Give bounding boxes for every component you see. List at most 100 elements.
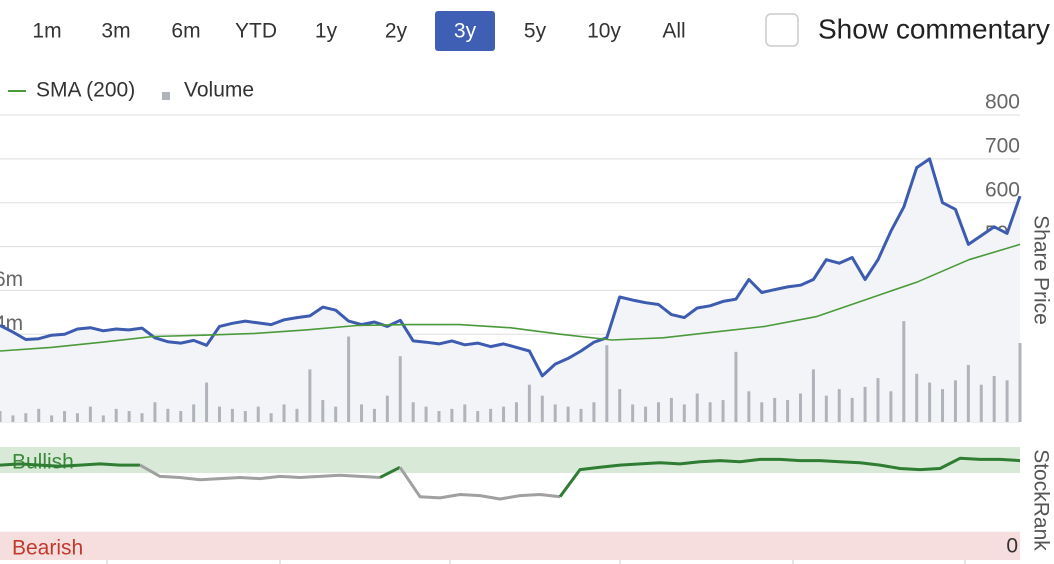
volume-bar [682,404,686,422]
volume-bar [941,389,945,422]
line [0,243,1021,352]
volume-bar [11,415,15,422]
range-button[interactable]: 2y [385,20,408,43]
volume-bar [360,404,364,422]
volume-bar [450,408,454,422]
volume-bar [850,397,854,422]
volume-bar [566,406,570,422]
y-tick-label: 700 [985,134,1020,157]
legend-swatch [162,92,170,100]
range-button-label: 10y [587,20,621,43]
volume-bar [786,400,790,422]
y-axis-label: StockRank [1029,449,1052,551]
band [0,531,1020,560]
range-button[interactable]: 10y [587,20,621,43]
volume-bar [88,406,92,422]
volume-bar [1005,380,1009,422]
volume-bar [243,411,247,422]
range-button[interactable]: 3y [435,11,495,51]
volume-bar [540,395,544,422]
range-button[interactable]: 1y [315,20,338,43]
volume-bar [824,395,828,422]
volume-bar [347,336,351,422]
band [0,447,1020,473]
volume-bar [385,395,389,422]
volume-bar [889,391,893,422]
range-button[interactable]: All [662,20,685,43]
volume-bar [424,406,428,422]
volume-bar [928,382,932,422]
volume-bar [24,413,28,422]
volume-bar [372,408,376,422]
range-button-label: 3y [454,20,477,43]
volume-bar [282,404,286,422]
volume-bar [321,400,325,422]
volume-bar [592,402,596,422]
volume-bar [502,406,506,422]
stockrank-line [558,456,1021,498]
stockrank-line [0,462,140,468]
volume-bar [217,406,221,422]
volume-bar [644,406,648,422]
y-tick-label: 800 [985,91,1020,114]
volume-bar [37,408,41,422]
volume-bar [179,411,183,422]
volume-bar [605,345,609,422]
volume-bar [669,397,673,422]
volume-bar [799,393,803,422]
legend-label: SMA (200) [36,79,135,102]
volume-bar [101,415,105,422]
range-button[interactable]: 6m [171,20,200,43]
volume-bar [256,406,260,422]
range-button-label: 1m [32,20,61,43]
volume-bar [308,369,312,422]
range-button[interactable]: 1m [32,20,61,43]
volume-bar [463,404,467,422]
volume-bar [695,393,699,422]
checkbox-label: Show commentary [818,13,1050,44]
y-axis-label: Share Price [1029,215,1052,325]
range-button[interactable]: 5y [524,20,547,43]
range-button-label: 5y [524,20,547,43]
volume-bar [398,356,402,422]
volume-bar [140,413,144,422]
checkbox[interactable] [765,13,799,47]
band-label: Bearish [12,536,83,559]
range-button-label: 6m [171,20,200,43]
volume-bar [747,391,751,422]
volume-bar [0,411,2,422]
volume-bar [579,408,583,422]
volume-bar [708,402,712,422]
legend-label: Volume [184,79,254,102]
volume-bar [915,373,919,422]
range-button[interactable]: YTD [235,20,277,43]
y2-tick-label: 6m [0,268,23,291]
range-button-label: All [662,20,685,43]
volume-bar [618,389,622,422]
volume-bar [992,375,996,422]
volume-bar [979,384,983,422]
volume-bar [127,411,131,422]
volume-bar [334,406,338,422]
volume-bar [902,321,906,422]
volume-bar [631,404,635,422]
range-button-label: 3m [101,20,130,43]
volume-bar [553,404,557,422]
volume-bar [734,351,738,422]
volume-bar [514,402,518,422]
volume-bar [192,404,196,422]
volume-bar [166,408,170,422]
volume-bar [876,378,880,422]
volume-bar [269,413,273,422]
range-button-label: 2y [385,20,408,43]
stockrank-line [139,463,381,482]
volume-bar [721,400,725,422]
range-button[interactable]: 3m [101,20,130,43]
legend-item[interactable]: SMA (200) [8,79,135,102]
volume-bar [295,408,299,422]
range-button-label: 1y [315,20,338,43]
y-tick-label: 0 [1006,535,1018,558]
legend-item[interactable]: Volume [162,79,254,102]
